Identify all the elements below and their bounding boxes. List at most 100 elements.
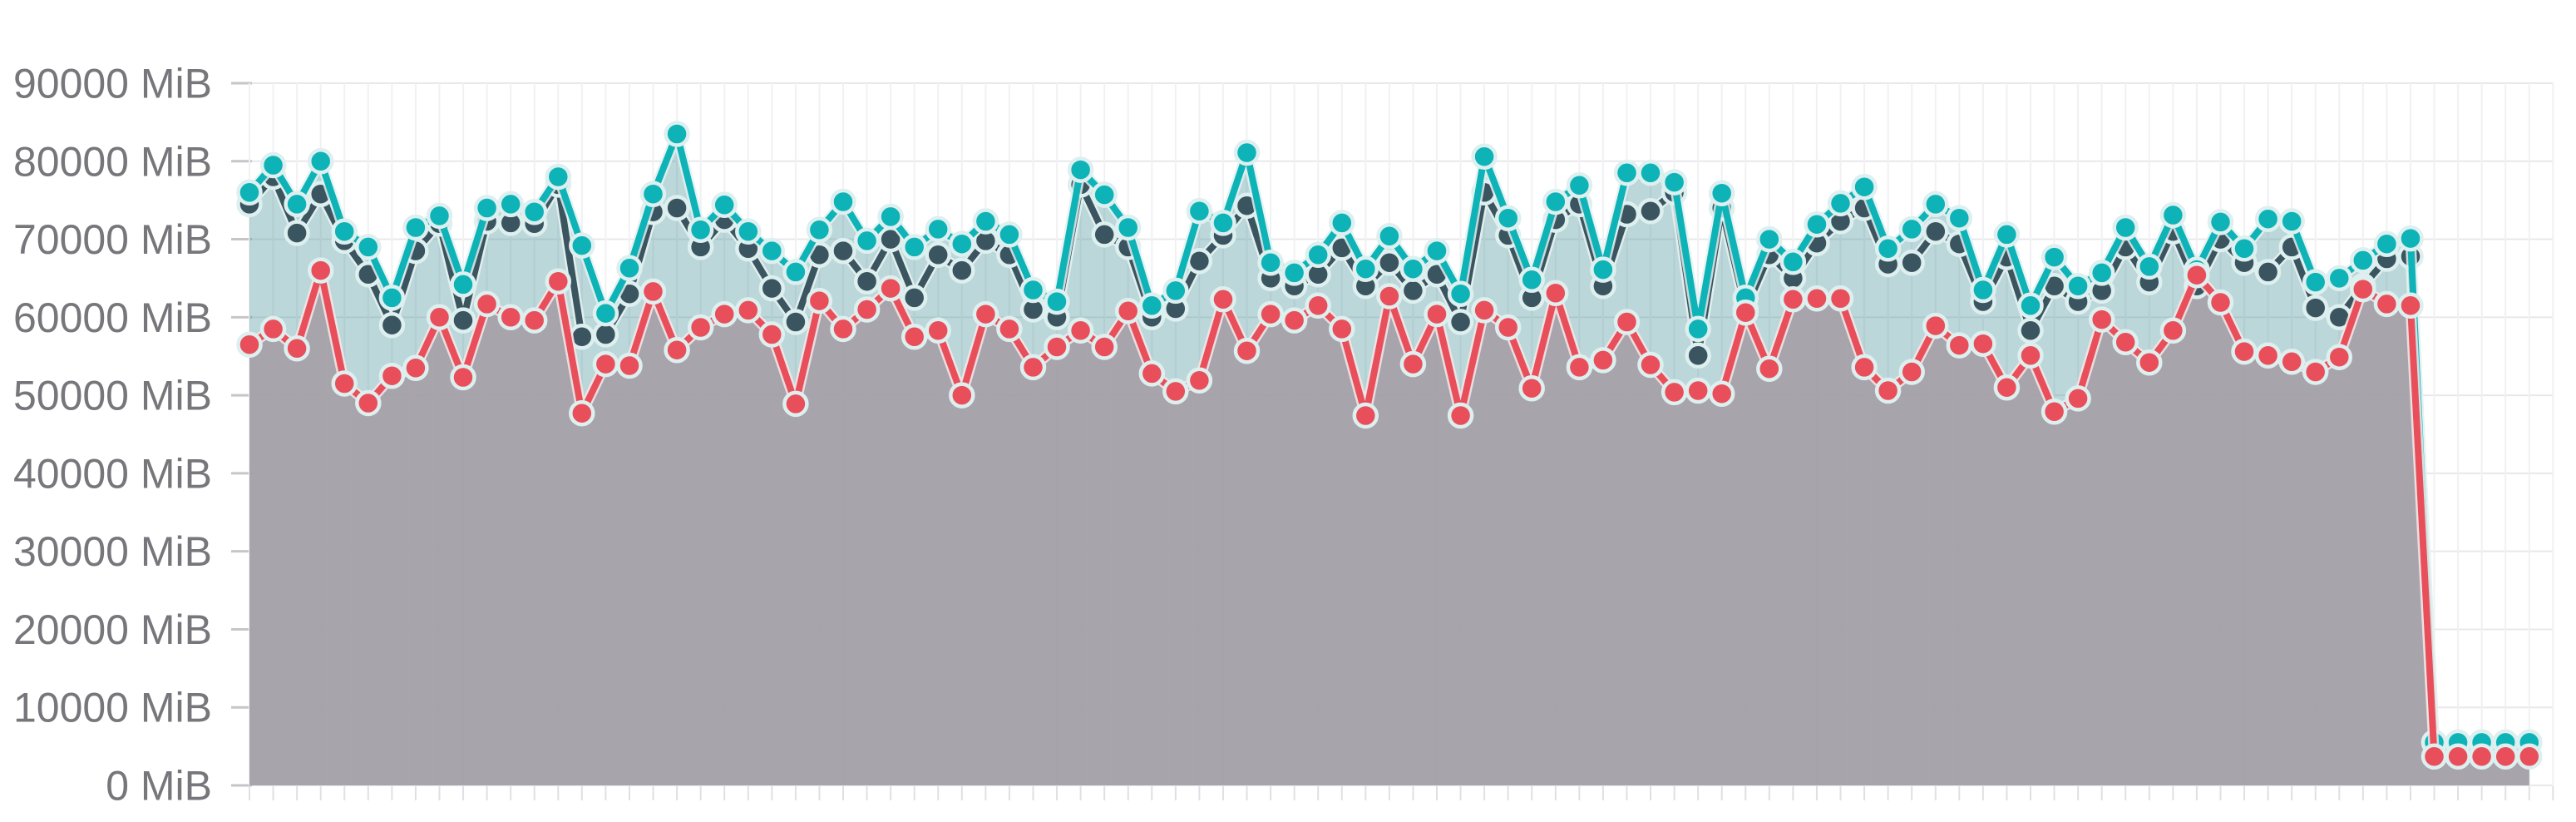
teal-data-point[interactable] [806,216,833,244]
teal-data-point[interactable] [284,191,310,218]
red-data-point[interactable] [2445,743,2471,770]
teal-data-point[interactable] [877,203,904,230]
teal-data-point[interactable] [2397,225,2424,252]
red-data-point[interactable] [2041,399,2068,425]
teal-data-point[interactable] [2231,235,2258,262]
slate-data-point[interactable] [1447,309,1474,335]
red-data-point[interactable] [687,314,714,341]
teal-data-point[interactable] [2278,208,2305,235]
teal-data-point[interactable] [687,216,714,244]
red-data-point[interactable] [307,257,334,284]
teal-data-point[interactable] [996,221,1023,248]
red-data-point[interactable] [2421,743,2448,770]
teal-data-point[interactable] [2159,201,2187,229]
teal-data-point[interactable] [1186,198,1213,225]
slate-data-point[interactable] [830,237,856,265]
teal-data-point[interactable] [1756,225,1783,253]
teal-data-point[interactable] [1494,205,1522,231]
teal-data-point[interactable] [901,234,928,260]
red-data-point[interactable] [1305,292,1331,319]
red-data-point[interactable] [2516,743,2543,770]
teal-data-point[interactable] [2041,244,2068,270]
red-data-point[interactable] [758,321,786,348]
teal-data-point[interactable] [616,255,643,282]
teal-data-point[interactable] [735,218,762,245]
red-data-point[interactable] [1494,314,1522,341]
teal-data-point[interactable] [639,181,667,207]
red-data-point[interactable] [2254,342,2282,369]
teal-data-point[interactable] [1685,315,1711,343]
red-data-point[interactable] [473,290,501,318]
teal-data-point[interactable] [355,234,382,260]
teal-data-point[interactable] [972,208,999,235]
teal-data-point[interactable] [1590,256,1616,283]
teal-data-point[interactable] [711,191,738,219]
red-data-point[interactable] [1281,307,1308,334]
teal-data-point[interactable] [2350,247,2376,274]
slate-data-point[interactable] [2302,295,2329,321]
teal-data-point[interactable] [830,188,856,215]
red-data-point[interactable] [806,287,833,314]
slate-data-point[interactable] [284,220,310,246]
red-data-point[interactable] [1044,334,1070,360]
red-data-point[interactable] [2017,342,2044,369]
teal-data-point[interactable] [2017,292,2044,319]
red-data-point[interactable] [236,331,263,358]
red-data-point[interactable] [1898,359,1925,385]
red-data-point[interactable] [1518,374,1545,402]
teal-data-point[interactable] [1138,292,1166,319]
teal-data-point[interactable] [426,202,453,230]
red-data-point[interactable] [1566,354,1593,381]
teal-data-point[interactable] [1637,160,1664,186]
red-data-point[interactable] [711,300,738,328]
red-data-point[interactable] [426,304,453,331]
red-data-point[interactable] [853,296,881,323]
slate-data-point[interactable] [853,268,881,295]
teal-data-point[interactable] [1970,276,1996,304]
teal-data-point[interactable] [1708,180,1735,206]
red-data-point[interactable] [1970,330,1996,357]
teal-data-point[interactable] [949,230,975,257]
teal-data-point[interactable] [1376,223,1403,250]
teal-data-point[interactable] [2136,253,2163,280]
slate-data-point[interactable] [450,307,476,334]
red-data-point[interactable] [1471,297,1498,324]
red-data-point[interactable] [1138,360,1166,387]
red-data-point[interactable] [830,315,856,343]
red-data-point[interactable] [639,278,667,305]
red-data-point[interactable] [2231,338,2258,365]
red-data-point[interactable] [1851,354,1878,381]
teal-data-point[interactable] [1874,235,1902,262]
teal-data-point[interactable] [2112,214,2139,241]
teal-data-point[interactable] [1281,260,1308,286]
red-data-point[interactable] [1329,315,1355,343]
red-data-point[interactable] [1946,332,1973,359]
red-data-point[interactable] [1874,377,1902,404]
red-data-point[interactable] [925,317,951,344]
teal-data-point[interactable] [1804,210,1830,238]
teal-data-point[interactable] [569,232,595,259]
teal-data-point[interactable] [1661,169,1688,196]
teal-data-point[interactable] [1827,190,1854,217]
teal-data-point[interactable] [402,214,429,241]
red-data-point[interactable] [1590,347,1616,374]
teal-data-point[interactable] [1305,241,1331,269]
red-data-point[interactable] [402,354,429,382]
red-data-point[interactable] [521,307,548,334]
red-data-point[interactable] [569,399,595,427]
slate-data-point[interactable] [1898,249,1925,276]
red-data-point[interactable] [1922,312,1949,339]
red-data-point[interactable] [1233,337,1261,364]
teal-data-point[interactable] [2207,209,2234,235]
teal-data-point[interactable] [378,285,406,311]
teal-data-point[interactable] [2373,230,2401,257]
teal-data-point[interactable] [1613,160,1641,186]
red-data-point[interactable] [497,304,524,331]
teal-data-point[interactable] [307,148,334,175]
red-data-point[interactable] [2159,317,2187,344]
teal-data-point[interactable] [1779,249,1807,275]
teal-data-point[interactable] [2065,273,2091,300]
red-data-point[interactable] [592,350,619,378]
red-data-point[interactable] [2468,743,2495,770]
red-series[interactable] [236,257,2543,770]
